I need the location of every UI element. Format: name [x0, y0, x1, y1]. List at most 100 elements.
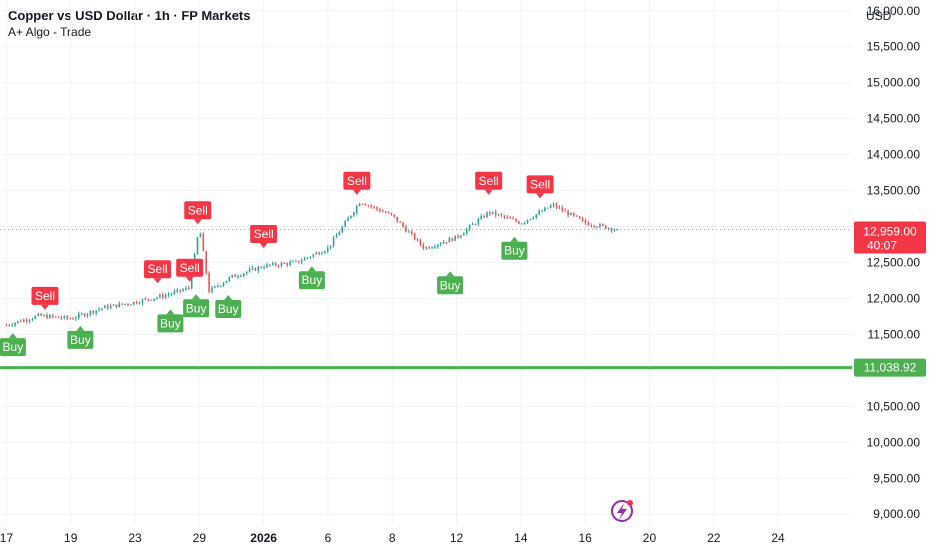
sell-signal[interactable]: Sell: [526, 175, 554, 199]
y-tick-label: 14,500.00: [867, 112, 921, 126]
buy-signal[interactable]: Buy: [437, 271, 464, 295]
signal-pointer: [41, 304, 50, 310]
candles: [5, 202, 619, 328]
candle-body: [437, 244, 439, 247]
candle-body: [141, 299, 144, 304]
candle-body: [460, 235, 462, 238]
candle-body: [295, 260, 297, 262]
currency-label[interactable]: USD: [866, 9, 892, 23]
candle-body: [373, 206, 375, 208]
candle-body: [341, 226, 344, 233]
chart-title: Copper vs USD Dollar · 1h · FP Markets: [8, 8, 251, 23]
candle-body: [153, 298, 155, 301]
x-tick-label: 17: [0, 531, 13, 545]
candle-body: [28, 319, 31, 322]
candle-body: [547, 207, 549, 209]
signal-text: Sell: [35, 289, 55, 303]
buy-signal[interactable]: Buy: [67, 325, 94, 349]
sell-signal[interactable]: Sell: [343, 171, 371, 195]
last-price-tag[interactable]: [854, 221, 926, 254]
candle-body: [347, 218, 349, 222]
candle-body: [575, 215, 578, 217]
last-price-label: 12,959.00: [863, 224, 917, 238]
candle-body: [98, 309, 100, 311]
candle-body: [329, 245, 332, 248]
candle-body: [49, 315, 51, 319]
sell-signal[interactable]: Sell: [176, 258, 204, 282]
candle-body: [150, 299, 152, 301]
candle-body: [364, 203, 367, 206]
signal-pointer: [8, 333, 17, 339]
candle-body: [274, 263, 277, 266]
buy-signal[interactable]: Buy: [215, 294, 242, 318]
candle-body: [587, 223, 590, 226]
y-tick-label: 13,500.00: [867, 184, 921, 198]
buy-signal[interactable]: Buy: [183, 294, 210, 318]
candle-body: [78, 313, 80, 318]
candle-body: [164, 295, 167, 298]
sell-signal[interactable]: Sell: [184, 201, 212, 225]
candle-body: [613, 229, 616, 231]
signal-text: Buy: [302, 273, 323, 287]
candle-body: [584, 220, 587, 224]
candle-body: [263, 267, 265, 269]
candle-body: [602, 224, 604, 226]
candle-body: [202, 233, 205, 252]
candle-body: [506, 217, 509, 219]
buy-signal[interactable]: Buy: [157, 309, 184, 333]
signal-pointer: [352, 189, 361, 195]
candle-body: [309, 256, 312, 258]
signal-box: [31, 286, 59, 305]
candle-body: [205, 251, 207, 274]
candle-body: [208, 273, 210, 293]
candle-body: [303, 258, 306, 261]
candle-body: [379, 209, 381, 212]
candle-body: [245, 271, 248, 274]
price-axis: 16,000.00 15,500.00 15,000.00 14,500.00 14,0…: [867, 4, 921, 521]
sell-signal[interactable]: Sell: [31, 286, 59, 310]
x-tick-label: 22: [707, 531, 721, 545]
signal-box: [526, 175, 554, 194]
candle-body: [538, 211, 540, 215]
level-line-tag[interactable]: [854, 358, 926, 377]
candle-body: [399, 221, 401, 223]
buy-signal[interactable]: Buy: [298, 266, 325, 290]
candle-body: [240, 275, 242, 277]
sell-signal[interactable]: Sell: [475, 171, 503, 195]
candle-body: [474, 224, 477, 226]
candle-body: [216, 286, 219, 288]
candle-body: [335, 235, 338, 238]
sell-signal[interactable]: Sell: [250, 224, 278, 248]
signal-pointer: [185, 276, 194, 282]
candle-body: [312, 254, 315, 257]
signal-text: Sell: [180, 261, 200, 275]
sell-signal[interactable]: Sell: [144, 260, 172, 284]
buy-signal[interactable]: Buy: [0, 333, 26, 357]
candle-body: [34, 315, 37, 319]
candle-body: [593, 225, 595, 227]
signal-pointer: [192, 294, 201, 300]
signal-box: [67, 330, 94, 349]
candle-body: [60, 317, 63, 319]
candle-body: [471, 224, 474, 226]
candle-body: [280, 263, 283, 267]
y-tick-label: 16,000.00: [867, 4, 921, 18]
candle-body: [118, 303, 121, 308]
candle-body: [14, 322, 16, 326]
signal-box: [215, 299, 242, 318]
candle-body: [616, 229, 619, 231]
lightning-icon[interactable]: [611, 500, 633, 522]
signal-pointer: [166, 309, 175, 315]
candle-body: [355, 206, 358, 213]
signal-text: Sell: [188, 203, 208, 217]
buy-signal[interactable]: Buy: [501, 236, 528, 260]
signal-box: [437, 276, 464, 295]
candle-body: [338, 232, 341, 236]
candle-body: [570, 212, 572, 216]
signal-pointer: [536, 193, 545, 199]
candle-body: [112, 304, 115, 306]
grid: [0, 0, 852, 525]
candle-body: [439, 243, 442, 245]
